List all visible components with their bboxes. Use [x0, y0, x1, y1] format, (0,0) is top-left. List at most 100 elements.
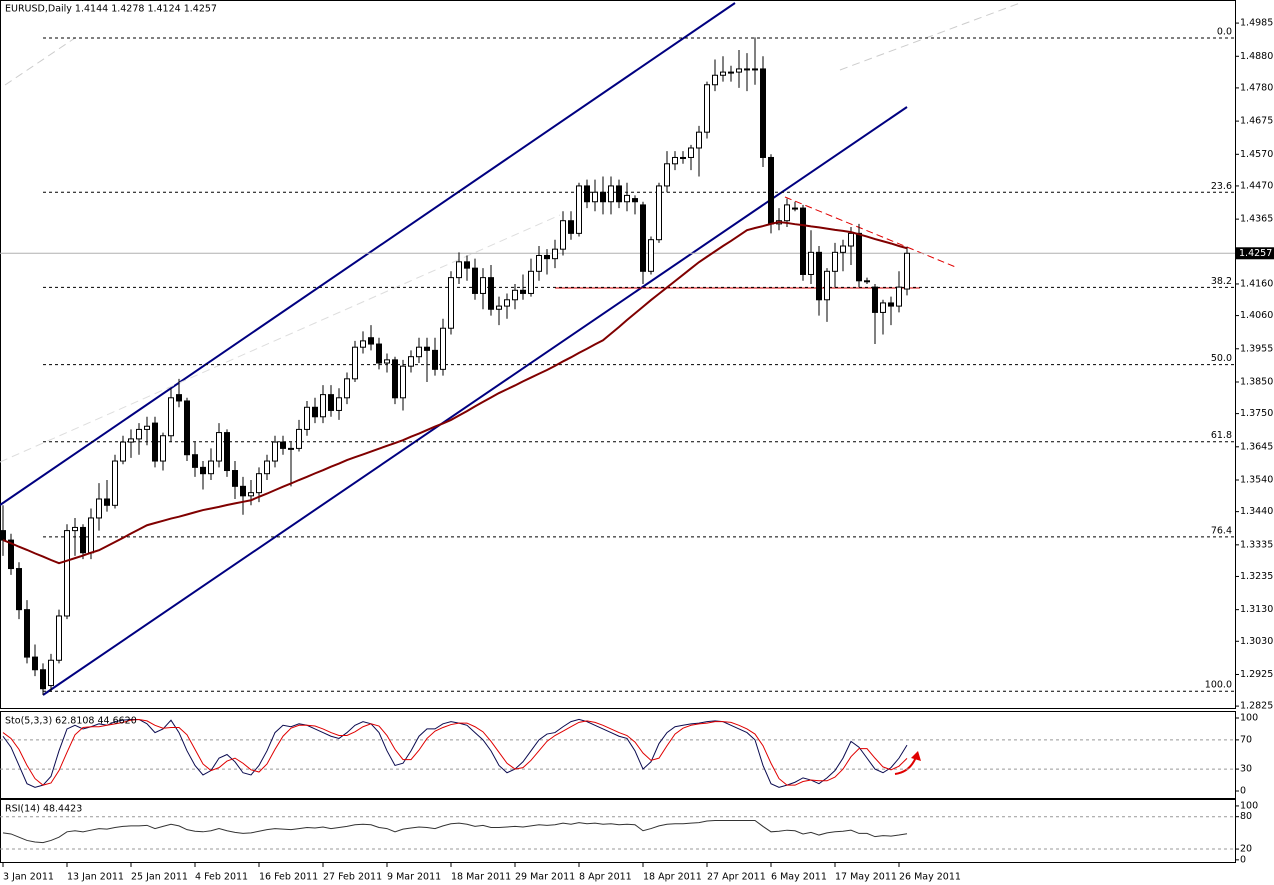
y-tick-label: 0 — [1240, 785, 1246, 796]
x-tick-label: 16 Feb 2011 — [259, 872, 318, 883]
fibonacci-label: 76.4 — [1211, 525, 1232, 536]
x-tick-label: 3 Jan 2011 — [3, 872, 54, 883]
y-tick-label: 1.3850 — [1240, 376, 1273, 387]
candle-body — [736, 68, 742, 73]
candle-body — [896, 286, 902, 307]
candle-body — [568, 220, 574, 234]
candle-body — [848, 232, 854, 247]
x-tick-label: 4 Feb 2011 — [195, 872, 248, 883]
x-tick-label: 18 Apr 2011 — [643, 872, 702, 883]
candle-body — [144, 425, 150, 430]
candle-body — [584, 185, 590, 203]
y-tick-label: 1.2925 — [1240, 669, 1273, 680]
candle-body — [800, 207, 806, 275]
y-tick-label: 1.4570 — [1240, 149, 1273, 160]
y-tick-label: 100 — [1240, 712, 1258, 723]
candle-body — [752, 68, 758, 71]
last-price-label: 1.4257 — [1239, 248, 1272, 259]
y-tick-label: 1.3030 — [1240, 636, 1273, 647]
candle-body — [240, 485, 246, 497]
candle-body — [48, 659, 54, 687]
indicator-line — [2, 718, 908, 788]
candle-body — [272, 441, 278, 462]
x-tick-label: 18 Mar 2011 — [451, 872, 511, 883]
candle-body — [248, 492, 254, 497]
panel-title: RSI(14) 48.4423 — [5, 804, 82, 815]
x-tick-label: 27 Feb 2011 — [323, 872, 382, 883]
y-tick-label: 20 — [1240, 844, 1252, 855]
resistance-dashed-line — [784, 196, 959, 269]
candle-body — [424, 346, 430, 351]
candle-body — [808, 251, 814, 275]
x-tick-label: 6 May 2011 — [771, 872, 827, 883]
candle-body — [608, 185, 614, 203]
candle-body — [536, 254, 542, 272]
candle-body — [624, 194, 630, 203]
y-tick-label: 0 — [1240, 854, 1246, 865]
candle-body — [168, 397, 174, 437]
candle-body — [520, 289, 526, 294]
candle-body — [360, 340, 366, 348]
candle-body — [744, 68, 750, 71]
candle-body — [336, 397, 342, 411]
x-tick-label: 25 Jan 2011 — [131, 872, 188, 883]
y-tick-label: 1.4365 — [1240, 214, 1273, 225]
candle-body — [496, 305, 502, 310]
candle-body — [768, 156, 774, 225]
y-tick-label: 1.4470 — [1240, 180, 1273, 191]
candle-body — [792, 207, 798, 210]
candle-body — [32, 656, 38, 671]
y-tick-label: 1.4675 — [1240, 116, 1273, 127]
candle-body — [696, 131, 702, 149]
candle-body — [368, 337, 374, 345]
y-tick-label: 70 — [1240, 734, 1252, 745]
candle-body — [512, 289, 518, 301]
candle-body — [576, 185, 582, 234]
candle-body — [136, 428, 142, 440]
y-tick-label: 80 — [1240, 811, 1252, 822]
indicator-line — [2, 718, 908, 786]
y-tick-label: 1.4780 — [1240, 82, 1273, 93]
candle-body — [64, 530, 70, 617]
candle-body — [152, 422, 158, 462]
candle-body — [680, 156, 686, 159]
y-tick-label: 1.4985 — [1240, 18, 1273, 29]
x-tick-label: 17 May 2011 — [835, 872, 897, 883]
candle-body — [472, 267, 478, 294]
candle-body — [16, 568, 22, 611]
candle-body — [408, 356, 414, 367]
candle-body — [0, 530, 6, 541]
candle-body — [664, 163, 670, 187]
candle-body — [40, 669, 46, 690]
last-price-box — [1236, 247, 1274, 260]
candle-body — [216, 432, 222, 462]
y-tick-label: 1.4880 — [1240, 51, 1273, 62]
fibonacci-label: 38.2 — [1211, 276, 1232, 287]
candle-body — [720, 71, 726, 76]
candle-body — [312, 406, 318, 418]
candle-body — [232, 470, 238, 487]
fibonacci-label: 50.0 — [1211, 353, 1232, 364]
fibonacci-label: 23.6 — [1211, 181, 1232, 192]
candle-body — [88, 517, 94, 554]
candle-body — [264, 460, 270, 475]
candle-body — [288, 447, 294, 450]
candle-body — [544, 254, 550, 260]
candle-body — [616, 185, 622, 203]
candle-body — [864, 280, 870, 283]
y-tick-label: 1.4060 — [1240, 310, 1273, 321]
candle-body — [208, 460, 214, 475]
candle-body — [760, 68, 766, 158]
candle-body — [128, 438, 134, 443]
candle-body — [416, 346, 422, 358]
candle-body — [840, 245, 846, 253]
candle-body — [200, 466, 206, 475]
stochastic-panel-frame — [0, 711, 1236, 799]
candle-body — [648, 239, 654, 272]
candle-body — [344, 378, 350, 399]
candle-body — [640, 204, 646, 272]
candle-body — [888, 302, 894, 307]
y-tick-label: 1.3235 — [1240, 571, 1273, 582]
